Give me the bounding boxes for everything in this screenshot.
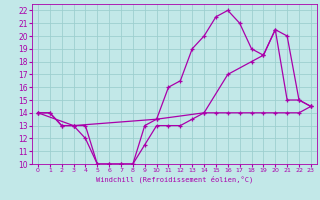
X-axis label: Windchill (Refroidissement éolien,°C): Windchill (Refroidissement éolien,°C)	[96, 176, 253, 183]
